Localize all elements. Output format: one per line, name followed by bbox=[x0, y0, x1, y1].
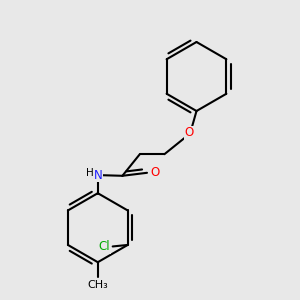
Text: CH₃: CH₃ bbox=[87, 280, 108, 290]
Text: O: O bbox=[184, 126, 194, 139]
Text: Cl: Cl bbox=[98, 240, 110, 253]
Text: H: H bbox=[85, 168, 93, 178]
Text: O: O bbox=[151, 166, 160, 179]
Text: N: N bbox=[93, 169, 102, 182]
